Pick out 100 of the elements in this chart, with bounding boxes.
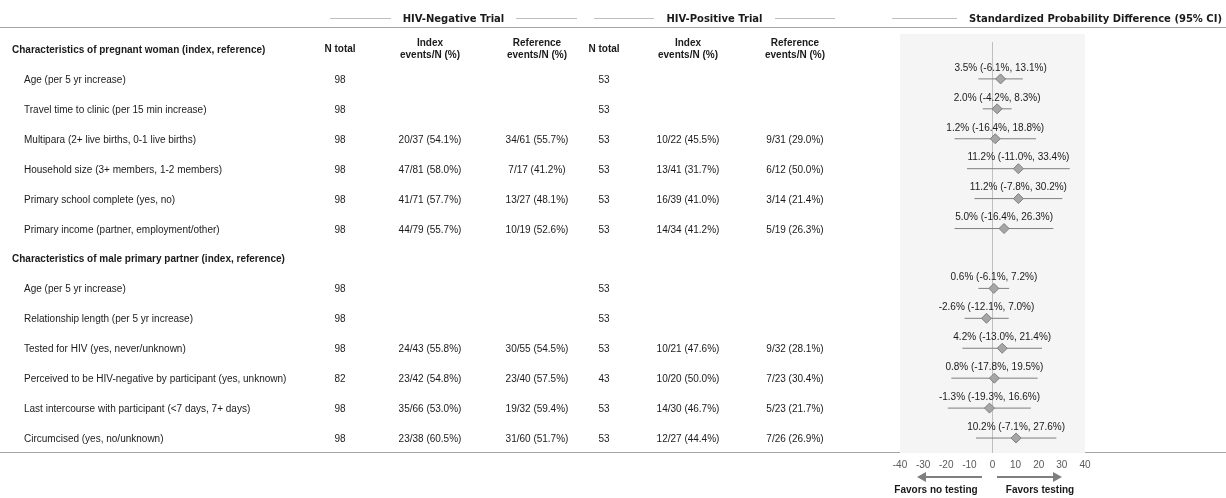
text: 47/81 (58.0%): [398, 163, 462, 175]
data-label: 11.2% (-7.8%, 30.2%): [969, 181, 1067, 193]
category-label: Perceived to be HIV-negative by participant (yes, unknown): [24, 372, 287, 384]
text: 34/61 (55.7%): [505, 133, 569, 145]
text: 41/71 (57.7%): [398, 193, 462, 205]
text: 53: [598, 402, 610, 414]
text: 98: [334, 432, 346, 444]
data-label: 10.2% (-7.1%, 27.6%): [967, 420, 1065, 432]
category-label: Index events/N (%): [657, 37, 719, 61]
category-label: Characteristics of pregnant woman (index, reference): [12, 43, 266, 55]
text: 43: [598, 372, 610, 384]
text: 19/32 (59.4%): [505, 402, 569, 414]
data-label: 2.0% (-4.2%, 8.3%): [953, 91, 1041, 103]
data-label: 3.5% (-6.1%, 13.1%): [954, 61, 1047, 73]
text: 98: [334, 163, 346, 175]
text: 98: [334, 103, 346, 115]
category-label: Circumcised (yes, no/unknown): [24, 432, 164, 444]
text: 53: [598, 163, 610, 175]
text: 5/23 (21.7%): [766, 402, 824, 414]
category-label: Last intercourse with participant (<7 days, 7+ days): [24, 402, 251, 414]
x-tick-label: 20: [1033, 458, 1045, 470]
text: Favors no testing: [894, 484, 978, 495]
text: 7/26 (26.9%): [766, 432, 824, 444]
point: [988, 282, 1000, 294]
text: 53: [598, 103, 610, 115]
text: 10/22 (45.5%): [656, 133, 720, 145]
text: 23/42 (54.8%): [398, 372, 462, 384]
text: 53: [598, 193, 610, 205]
x-tick-label: -30: [915, 458, 931, 470]
point: [980, 312, 992, 324]
text: 20/37 (54.1%): [398, 133, 462, 145]
category-label: Characteristics of male primary partner (index, reference): [12, 252, 285, 264]
category-label: N total: [323, 43, 357, 55]
text: 53: [598, 342, 610, 354]
text: 53: [598, 312, 610, 324]
data-label: 1.2% (-16.4%, 18.8%): [946, 121, 1045, 133]
text: 12/27 (44.4%): [656, 432, 720, 444]
x-tick-label: -10: [962, 458, 978, 470]
data-label: 0.6% (-6.1%, 7.2%): [950, 271, 1038, 283]
text: 98: [334, 193, 346, 205]
category-label: Reference events/N (%): [764, 37, 826, 61]
x-tick-label: -40: [892, 458, 908, 470]
category-label: N total: [587, 43, 621, 55]
category-label: Primary school complete (yes, no): [24, 193, 176, 205]
text: 13/41 (31.7%): [656, 163, 720, 175]
category-label: Multipara (2+ live births, 0-1 live births): [24, 133, 197, 145]
data-label: 11.2% (-11.0%, 33.4%): [967, 151, 1070, 163]
text: 7/17 (41.2%): [508, 163, 566, 175]
text: 5/19 (26.3%): [766, 223, 824, 235]
point: [1012, 163, 1024, 175]
point: [998, 223, 1010, 235]
category-label: Primary income (partner, employment/other): [24, 223, 220, 235]
text: 53: [598, 133, 610, 145]
text: 44/79 (55.7%): [398, 223, 462, 235]
text: 9/32 (28.1%): [766, 342, 824, 354]
x-tick-label: 30: [1056, 458, 1068, 470]
point: [996, 342, 1008, 354]
text: 30/55 (54.5%): [505, 342, 569, 354]
text: 10/19 (52.6%): [505, 223, 569, 235]
point: [1012, 193, 1024, 205]
text: 6/12 (50.0%): [766, 163, 824, 175]
text: 13/27 (48.1%): [505, 193, 569, 205]
text: 98: [334, 342, 346, 354]
data-label: 0.8% (-17.8%, 19.5%): [945, 360, 1044, 372]
category-label: Travel time to clinic (per 15 min increase): [24, 103, 207, 115]
chart-title: Standardized Probability Difference (95% CI): [967, 12, 1223, 24]
x-tick-label: 40: [1079, 458, 1091, 470]
text: 53: [598, 223, 610, 235]
text: 23/38 (60.5%): [398, 432, 462, 444]
category-label: Age (per 5 yr increase): [24, 282, 126, 294]
point: [995, 73, 1007, 85]
data-label: -1.3% (-19.3%, 16.6%): [938, 390, 1041, 402]
category-label: Household size (3+ members, 1-2 members): [24, 163, 223, 175]
text: HIV-Negative Trial: [401, 12, 506, 24]
text: 14/30 (46.7%): [656, 402, 720, 414]
point: [988, 372, 1000, 384]
data-label: 5.0% (-16.4%, 26.3%): [955, 211, 1053, 223]
text: 3/14 (21.4%): [766, 193, 824, 205]
text: 9/31 (29.0%): [766, 133, 824, 145]
text: 7/23 (30.4%): [766, 372, 824, 384]
point: [983, 402, 995, 414]
text: 53: [598, 282, 610, 294]
text: 98: [334, 402, 346, 414]
text: 10/20 (50.0%): [656, 372, 720, 384]
x-tick-label: -20: [939, 458, 954, 470]
x-tick-label: 0: [989, 458, 996, 470]
category-label: Tested for HIV (yes, never/unknown): [24, 342, 186, 354]
text: 10/21 (47.6%): [656, 342, 720, 354]
text: 82: [334, 372, 346, 384]
point: [1010, 432, 1022, 444]
point: [991, 103, 1003, 115]
data-label: 4.2% (-13.0%, 21.4%): [953, 331, 1052, 342]
text: 98: [334, 282, 346, 294]
category-label: Relationship length (per 5 yr increase): [24, 312, 193, 324]
category-label: Reference events/N (%): [506, 37, 568, 61]
text: 98: [334, 73, 346, 85]
text: Favors testing: [1005, 484, 1075, 495]
text: 98: [334, 312, 346, 324]
text: 24/43 (55.8%): [398, 342, 462, 354]
text: HIV-Positive Trial: [665, 12, 764, 24]
